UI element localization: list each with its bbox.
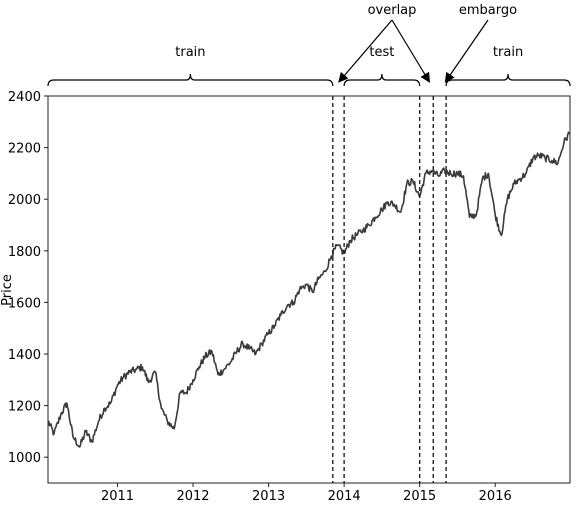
plot-frame xyxy=(47,95,571,484)
x-tick-label: 2016 xyxy=(479,489,512,504)
series-layer xyxy=(47,131,571,448)
y-tick-label: 2400 xyxy=(8,90,41,105)
y-axis-label: Price xyxy=(0,274,15,306)
y-tick-label: 1800 xyxy=(8,245,41,260)
x-tick-label: 2013 xyxy=(252,489,285,504)
y-tick-label: 1400 xyxy=(8,348,41,363)
y-tick-label: 1600 xyxy=(8,296,41,311)
x-tick-label: 2014 xyxy=(328,489,361,504)
split-brace xyxy=(445,73,571,87)
annotation-label: embargo xyxy=(459,3,517,18)
split-label: train xyxy=(493,45,523,60)
x-tick-label: 2012 xyxy=(176,489,209,504)
y-tick-label: 1000 xyxy=(8,451,41,466)
split-brace xyxy=(343,73,421,87)
x-axis: 2011 2012 2013 2014 2015 2016 xyxy=(101,483,512,504)
split-boundaries xyxy=(332,96,447,483)
split-label: test xyxy=(369,45,394,60)
annotation-label: overlap xyxy=(368,3,417,18)
y-tick-label: 2200 xyxy=(8,142,41,157)
price-series-line xyxy=(47,131,571,448)
annotation-arrow xyxy=(338,19,393,83)
x-tick-label: 2011 xyxy=(101,489,134,504)
y-axis: 1000 1200 1400 1600 1800 2000 2200 2400 xyxy=(8,90,48,466)
x-tick-label: 2015 xyxy=(403,489,436,504)
annotation-arrow xyxy=(444,19,489,83)
y-tick-label: 1200 xyxy=(8,400,41,415)
y-tick-label: 2000 xyxy=(8,193,41,208)
split-brace xyxy=(47,73,334,87)
split-braces: train test train xyxy=(47,45,571,87)
annotation-arrow xyxy=(391,19,430,83)
plot-area-border xyxy=(47,95,571,484)
split-label: train xyxy=(175,45,205,60)
annotations: overlap embargo xyxy=(338,3,517,83)
